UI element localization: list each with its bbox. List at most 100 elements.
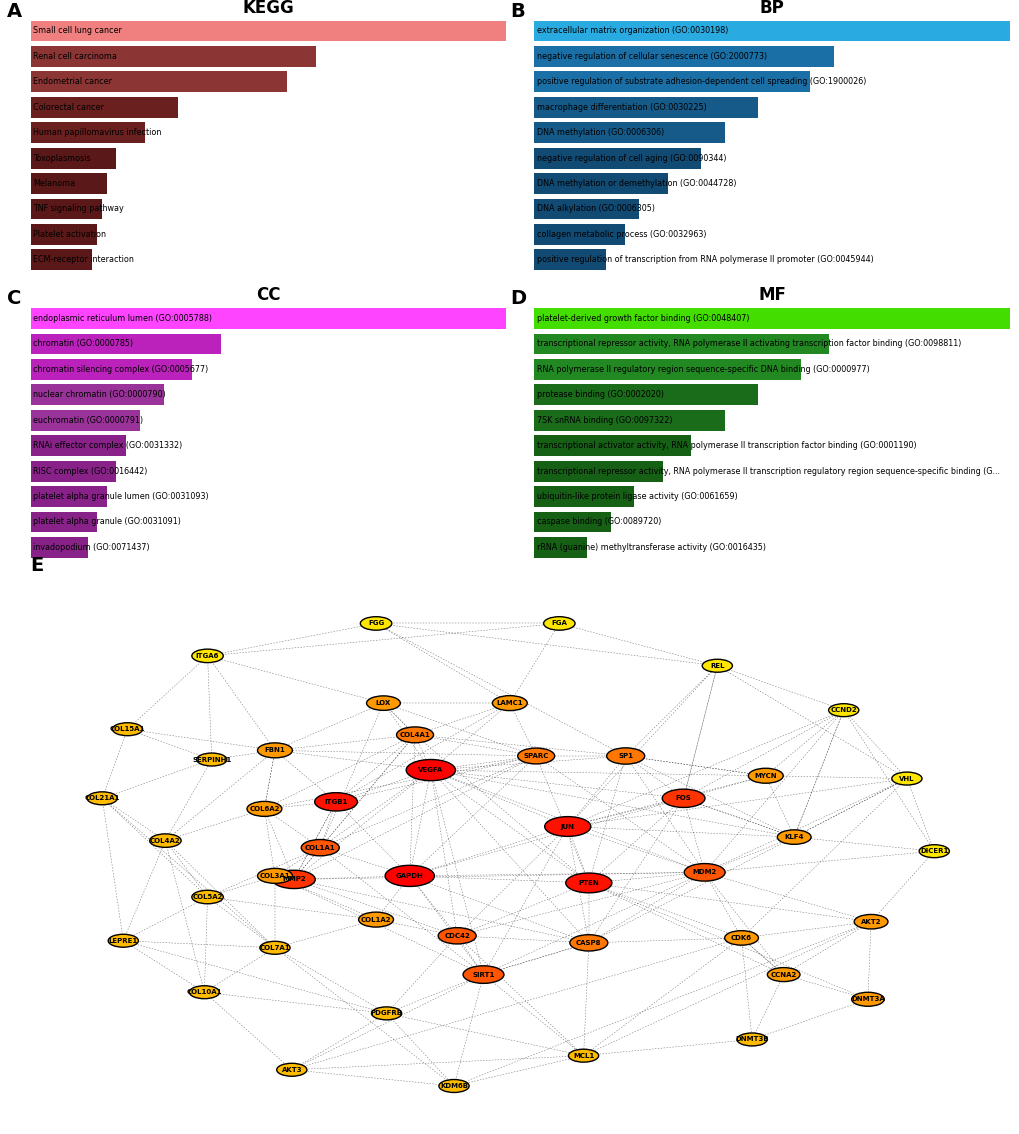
Text: A: A xyxy=(7,1,22,20)
Text: protease binding (GO:0002020): protease binding (GO:0002020) xyxy=(536,390,663,399)
Ellipse shape xyxy=(272,870,315,889)
Text: DNMT3B: DNMT3B xyxy=(735,1036,768,1042)
Text: CASP8: CASP8 xyxy=(576,940,601,946)
Text: FBN1: FBN1 xyxy=(264,747,285,753)
Ellipse shape xyxy=(301,839,339,856)
Text: platelet alpha granule lumen (GO:0031093): platelet alpha granule lumen (GO:0031093… xyxy=(33,492,209,501)
Bar xyxy=(534,536,586,558)
Text: ubiquitin-like protein ligase activity (GO:0061659): ubiquitin-like protein ligase activity (… xyxy=(536,492,737,501)
Text: extracellular matrix organization (GO:0030198): extracellular matrix organization (GO:00… xyxy=(536,26,728,35)
Ellipse shape xyxy=(438,928,476,943)
Ellipse shape xyxy=(112,722,143,736)
Ellipse shape xyxy=(684,864,725,881)
Text: collagen metabolic process (GO:0032963): collagen metabolic process (GO:0032963) xyxy=(536,230,705,239)
Text: RNA polymerase II regulatory region sequence-specific DNA binding (GO:0000977): RNA polymerase II regulatory region sequ… xyxy=(536,365,869,374)
Bar xyxy=(31,249,93,270)
Text: platelet alpha granule (GO:0031091): platelet alpha granule (GO:0031091) xyxy=(33,517,180,526)
Text: RNAi effector complex (GO:0031332): RNAi effector complex (GO:0031332) xyxy=(33,441,182,450)
Text: MYCN: MYCN xyxy=(754,772,776,779)
Bar xyxy=(31,96,177,118)
Bar xyxy=(534,46,834,67)
Text: platelet-derived growth factor binding (GO:0048407): platelet-derived growth factor binding (… xyxy=(536,314,749,323)
Bar xyxy=(534,249,605,270)
Text: PTEN: PTEN xyxy=(578,880,598,886)
Ellipse shape xyxy=(606,747,644,764)
Text: Small cell lung cancer: Small cell lung cancer xyxy=(33,26,121,35)
Bar xyxy=(31,308,505,329)
Text: Melanoma: Melanoma xyxy=(33,179,75,188)
Bar xyxy=(534,96,757,118)
Text: Colorectal cancer: Colorectal cancer xyxy=(33,103,104,112)
Text: LOX: LOX xyxy=(375,700,390,706)
Bar xyxy=(31,511,97,532)
Bar xyxy=(31,198,102,219)
Text: MDM2: MDM2 xyxy=(692,870,716,875)
Text: MMP2: MMP2 xyxy=(282,877,306,882)
Title: BP: BP xyxy=(759,0,784,17)
Ellipse shape xyxy=(853,914,888,929)
Ellipse shape xyxy=(918,845,949,857)
Ellipse shape xyxy=(360,617,391,631)
Bar xyxy=(31,71,287,92)
Text: caspase binding (GO:0089720): caspase binding (GO:0089720) xyxy=(536,517,660,526)
Text: AKT2: AKT2 xyxy=(860,919,880,924)
Text: TNF signaling pathway: TNF signaling pathway xyxy=(33,204,123,213)
Text: CDK6: CDK6 xyxy=(731,934,751,941)
Text: invadopodium (GO:0071437): invadopodium (GO:0071437) xyxy=(33,543,150,552)
Ellipse shape xyxy=(192,649,223,662)
Text: LEPRE1: LEPRE1 xyxy=(109,938,138,943)
Bar xyxy=(31,174,107,194)
Ellipse shape xyxy=(463,966,503,983)
Text: negative regulation of cellular senescence (GO:2000773): negative regulation of cellular senescen… xyxy=(536,52,766,61)
Bar xyxy=(534,460,662,482)
Text: DNA methylation (GO:0006306): DNA methylation (GO:0006306) xyxy=(536,128,663,137)
Ellipse shape xyxy=(197,753,226,765)
Text: COL6A2: COL6A2 xyxy=(249,806,279,812)
Text: SERPINH1: SERPINH1 xyxy=(192,756,231,762)
Ellipse shape xyxy=(366,696,399,710)
Ellipse shape xyxy=(192,890,223,904)
Text: DNA alkylation (GO:0006305): DNA alkylation (GO:0006305) xyxy=(536,204,654,213)
Bar xyxy=(534,122,723,143)
Ellipse shape xyxy=(568,1049,598,1063)
Bar xyxy=(534,308,1009,329)
Ellipse shape xyxy=(315,793,357,811)
Text: C: C xyxy=(7,289,21,308)
Ellipse shape xyxy=(570,934,607,951)
Text: COL1A2: COL1A2 xyxy=(361,916,391,923)
Text: DNA methylation or demethylation (GO:0044728): DNA methylation or demethylation (GO:004… xyxy=(536,179,736,188)
Ellipse shape xyxy=(891,772,921,785)
Text: COL21A1: COL21A1 xyxy=(85,795,120,802)
Text: SPARC: SPARC xyxy=(523,753,548,759)
Text: B: B xyxy=(511,1,525,20)
Text: chromatin silencing complex (GO:0005677): chromatin silencing complex (GO:0005677) xyxy=(33,365,208,374)
Text: Renal cell carcinoma: Renal cell carcinoma xyxy=(33,52,117,61)
Ellipse shape xyxy=(150,833,181,847)
Text: FOS: FOS xyxy=(675,795,691,802)
Bar xyxy=(534,333,828,355)
Ellipse shape xyxy=(492,695,527,711)
Ellipse shape xyxy=(766,967,799,982)
Ellipse shape xyxy=(359,912,393,928)
Title: KEGG: KEGG xyxy=(243,0,293,17)
Ellipse shape xyxy=(260,941,289,955)
Ellipse shape xyxy=(190,985,219,999)
Ellipse shape xyxy=(776,830,810,845)
Bar xyxy=(534,486,634,507)
Bar xyxy=(31,223,97,245)
Text: 7SK snRNA binding (GO:0097322): 7SK snRNA binding (GO:0097322) xyxy=(536,416,672,425)
Bar xyxy=(31,435,125,456)
Text: macrophage differentiation (GO:0030225): macrophage differentiation (GO:0030225) xyxy=(536,103,706,112)
Bar xyxy=(534,174,666,194)
Text: ECM-receptor interaction: ECM-receptor interaction xyxy=(33,255,133,264)
Text: CDC42: CDC42 xyxy=(444,933,470,939)
Text: PDGFRB: PDGFRB xyxy=(370,1010,403,1016)
Ellipse shape xyxy=(87,792,117,805)
Ellipse shape xyxy=(827,704,858,717)
Text: DICER1: DICER1 xyxy=(919,848,948,854)
Text: transcriptional repressor activity, RNA polymerase II activating transcription f: transcriptional repressor activity, RNA … xyxy=(536,339,960,348)
Bar xyxy=(31,486,107,507)
Bar xyxy=(534,20,1009,42)
Bar xyxy=(534,435,691,456)
Text: Toxoplasmosis: Toxoplasmosis xyxy=(33,153,91,162)
